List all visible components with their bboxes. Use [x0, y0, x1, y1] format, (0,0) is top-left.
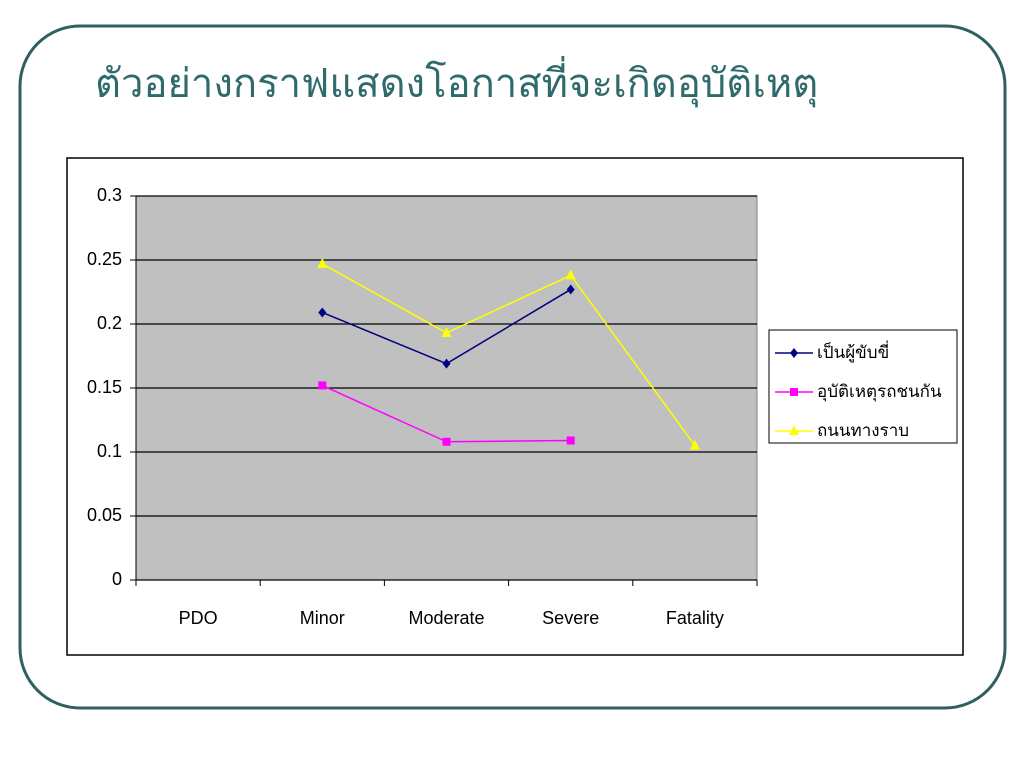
y-tick-label: 0.05: [87, 505, 122, 525]
y-tick-label: 0.1: [97, 441, 122, 461]
legend-marker: [789, 425, 799, 435]
data-point: [441, 326, 452, 337]
slide-frame: [18, 24, 1007, 710]
data-point: [566, 436, 575, 445]
data-point: [318, 307, 327, 318]
x-tick-label: Minor: [300, 608, 345, 628]
data-point: [317, 257, 328, 268]
x-tick-label: PDO: [179, 608, 218, 628]
y-tick-label: 0.15: [87, 377, 122, 397]
data-point: [318, 381, 327, 390]
legend-label: เป็นผู้ขับขี่: [817, 340, 889, 363]
x-tick-label: Severe: [542, 608, 599, 628]
y-tick-label: 0.25: [87, 249, 122, 269]
legend-label: ถนนทางราบ: [817, 421, 909, 441]
data-point: [442, 437, 451, 446]
y-tick-label: 0: [112, 569, 122, 589]
data-point: [566, 284, 575, 295]
legend-box: [768, 329, 958, 444]
y-tick-label: 0.3: [97, 185, 122, 205]
data-point: [689, 439, 700, 450]
data-point: [565, 269, 576, 280]
series-line: [321, 263, 696, 447]
y-tick-label: 0.2: [97, 313, 122, 333]
legend-marker: [790, 388, 798, 396]
x-tick-label: Moderate: [408, 608, 484, 628]
legend-label: อุบัติเหตุรถชนกัน: [817, 382, 942, 402]
slide-title: ตัวอย่างกราฟแสดงโอกาสที่จะเกิดอุบัติเหตุ: [95, 56, 818, 108]
x-tick-label: Fatality: [666, 608, 724, 628]
data-point: [442, 358, 451, 369]
legend-marker: [790, 348, 798, 358]
